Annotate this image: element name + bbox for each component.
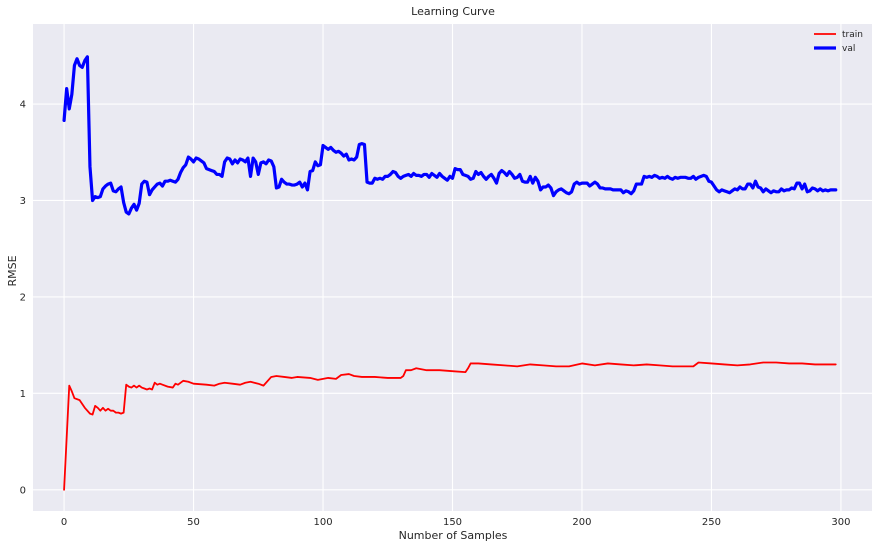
x-tick-label: 50 bbox=[187, 517, 200, 528]
legend-label-val: val bbox=[842, 44, 855, 54]
grid bbox=[33, 24, 872, 511]
chart-title: Learning Curve bbox=[411, 5, 495, 18]
y-tick-label: 1 bbox=[20, 389, 26, 400]
x-tick-label: 0 bbox=[61, 517, 67, 528]
x-axis-ticks: 0 50 100 150 200 250 300 bbox=[61, 517, 851, 528]
y-tick-label: 2 bbox=[20, 292, 26, 303]
series-line-train bbox=[63, 361, 837, 491]
x-tick-label: 300 bbox=[831, 517, 850, 528]
legend: train val bbox=[814, 30, 863, 54]
x-tick-label: 250 bbox=[702, 517, 721, 528]
x-axis-label: Number of Samples bbox=[399, 529, 508, 542]
series-line-val bbox=[62, 55, 838, 216]
series-layer bbox=[62, 55, 838, 491]
y-axis-ticks: 0 1 2 3 4 bbox=[20, 100, 26, 497]
x-tick-label: 200 bbox=[572, 517, 591, 528]
x-tick-label: 100 bbox=[313, 517, 332, 528]
y-axis-label: RMSE bbox=[6, 255, 19, 286]
x-tick-label: 150 bbox=[443, 517, 462, 528]
y-tick-label: 3 bbox=[20, 196, 26, 207]
legend-label-train: train bbox=[842, 30, 863, 40]
y-tick-label: 4 bbox=[20, 100, 26, 111]
y-tick-label: 0 bbox=[20, 485, 26, 496]
